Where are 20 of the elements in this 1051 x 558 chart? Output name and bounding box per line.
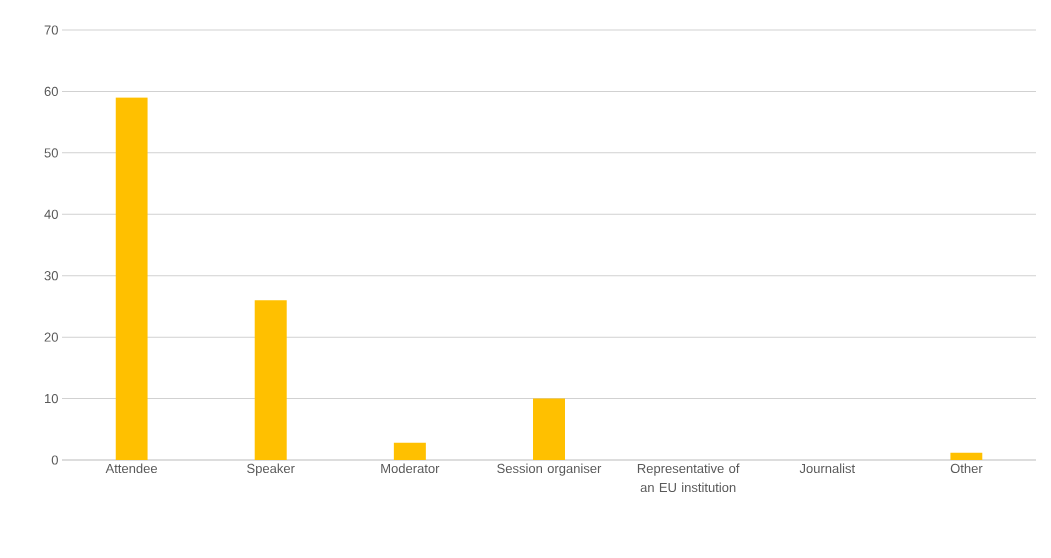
x-tick-label: Other	[950, 463, 983, 474]
y-tick-label: 0	[51, 455, 58, 465]
x-tick-label: Journalist	[799, 463, 855, 474]
bar	[115, 97, 148, 460]
y-tick-label: 20	[44, 332, 58, 342]
x-tick-label: Session organiser	[497, 463, 602, 476]
y-tick-label: 50	[44, 148, 58, 158]
y-tick-label: 10	[45, 393, 58, 404]
x-tick-label: Speaker	[247, 463, 295, 476]
bar	[533, 398, 566, 460]
bar	[254, 300, 287, 460]
y-tick-label: 70	[44, 25, 58, 35]
x-tick-label: Representative of an EU institution	[637, 463, 740, 493]
x-tick-label: Attendee	[105, 463, 158, 474]
y-tick-label: 60	[44, 86, 58, 97]
bar	[950, 452, 983, 460]
x-tick-label: Moderator	[381, 463, 440, 474]
y-tick-label: 30	[44, 271, 58, 281]
y-tick-label: 40	[44, 209, 58, 219]
bar	[393, 442, 426, 460]
